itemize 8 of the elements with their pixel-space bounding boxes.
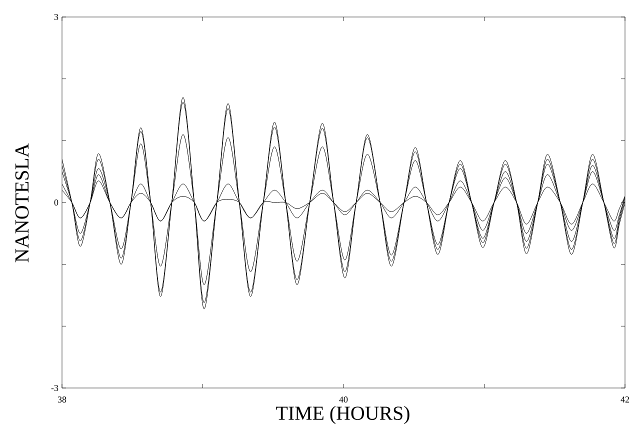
y-tick-label: -3 (51, 384, 58, 392)
x-tick-label: 40 (339, 396, 348, 403)
y-tick-label: 0 (54, 199, 58, 206)
x-tick-label: 38 (58, 396, 66, 403)
x-axis-title: TIME (HOURS) (276, 406, 410, 424)
x-tick-label: 42 (620, 396, 629, 402)
y-axis-title: NANOTESLA (15, 143, 29, 262)
y-tick-label: 3 (54, 14, 58, 20)
